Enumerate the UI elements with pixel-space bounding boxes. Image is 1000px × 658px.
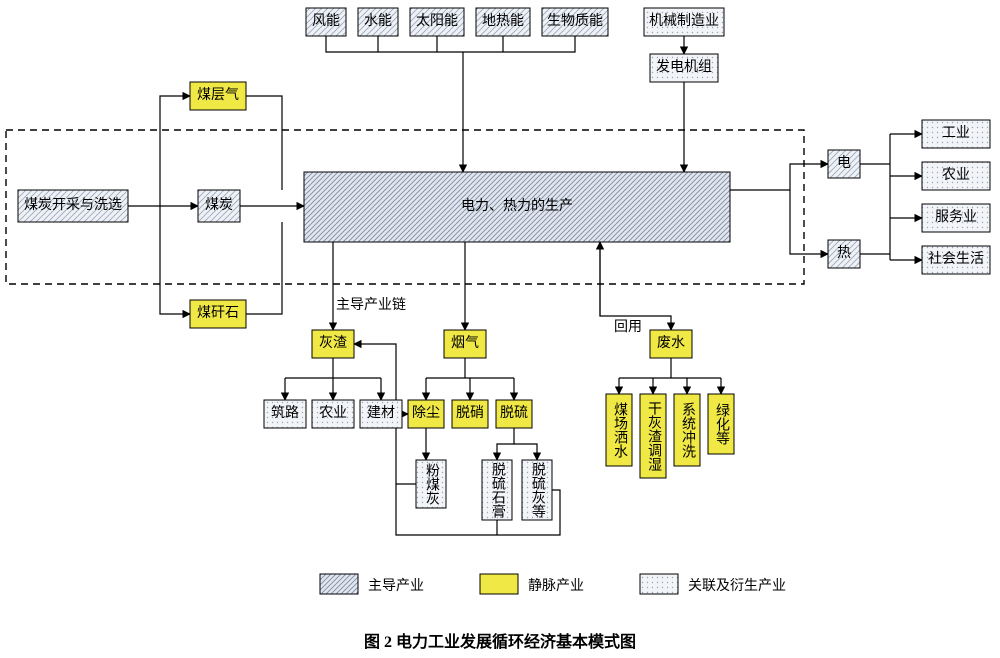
edge-layer (0, 0, 1000, 658)
node-genset-label: 发电机组 (656, 60, 712, 76)
node-elec: 电 (828, 150, 860, 178)
node-flyash: 粉煤灰 (416, 460, 446, 508)
node-mining-label: 煤炭开采与洗选 (24, 198, 122, 214)
node-gypsum: 脱硫石膏 (482, 460, 512, 520)
node-industry-label: 工业 (942, 126, 970, 142)
node-bmat-label: 建材 (367, 406, 395, 422)
node-hydro: 水能 (358, 8, 398, 36)
node-desoxash-label: 脱硫灰等 (529, 462, 545, 518)
node-desoxash: 脱硫灰等 (522, 460, 552, 520)
node-denox: 脱硝 (452, 400, 488, 428)
node-ash: 灰渣 (312, 330, 354, 358)
node-dedust: 除尘 (408, 400, 444, 428)
node-dryashwet: 干灰渣调湿 (640, 394, 666, 478)
node-service-label: 服务业 (935, 210, 977, 226)
node-coal: 煤炭 (198, 190, 240, 222)
legend-vein: 静脉产业 (528, 575, 584, 595)
node-bio: 生物质能 (542, 8, 608, 36)
node-sysflush: 系统冲洗 (674, 394, 700, 466)
node-denox-label: 脱硝 (456, 406, 484, 422)
node-heat: 热 (828, 240, 860, 268)
node-wind: 风能 (306, 8, 346, 36)
node-dedust-label: 除尘 (412, 406, 440, 422)
node-coalyard: 煤场洒水 (606, 394, 632, 466)
node-bmat: 建材 (360, 400, 402, 428)
node-industry: 工业 (922, 120, 990, 148)
node-agr2-label: 农业 (319, 406, 347, 422)
node-service: 服务业 (922, 204, 990, 232)
node-flyash-label: 粉煤灰 (423, 463, 439, 505)
node-geo: 地热能 (476, 8, 530, 36)
node-bio-label: 生物质能 (547, 14, 603, 30)
node-mining: 煤炭开采与洗选 (18, 190, 128, 222)
node-elec-label: 电 (837, 156, 851, 172)
node-genset: 发电机组 (650, 54, 718, 82)
node-fluegas-label: 烟气 (451, 336, 479, 352)
node-gangue: 煤矸石 (190, 300, 246, 328)
label-reuse: 回用 (614, 316, 642, 336)
node-power: 电力、热力的生产 (304, 172, 730, 242)
node-dryashwet-label: 干灰渣调湿 (645, 401, 661, 471)
node-desox: 脱硫 (496, 400, 532, 428)
node-road-label: 筑路 (271, 406, 299, 422)
node-agric: 农业 (922, 162, 990, 190)
node-solar-label: 太阳能 (416, 14, 458, 30)
node-mach-label: 机械制造业 (649, 14, 719, 30)
node-mach: 机械制造业 (644, 8, 724, 36)
node-gypsum-label: 脱硫石膏 (489, 462, 505, 518)
node-wastewater-label: 废水 (657, 336, 685, 352)
node-wind-label: 风能 (312, 14, 340, 30)
node-wastewater: 废水 (650, 330, 692, 358)
node-fluegas: 烟气 (444, 330, 486, 358)
node-cbm-label: 煤层气 (197, 88, 239, 104)
node-cbm: 煤层气 (190, 82, 246, 110)
node-hydro-label: 水能 (364, 14, 392, 30)
node-solar: 太阳能 (410, 8, 464, 36)
node-greening: 绿化等 (708, 394, 734, 454)
node-social: 社会生活 (922, 246, 990, 274)
node-heat-label: 热 (837, 246, 851, 262)
node-coal-label: 煤炭 (205, 198, 233, 214)
node-desox-label: 脱硫 (500, 406, 528, 422)
node-agric-label: 农业 (942, 168, 970, 184)
legend-leading-dark: 主导产业 (368, 575, 424, 595)
node-power-label: 电力、热力的生产 (461, 199, 573, 215)
node-coalyard-label: 煤场洒水 (611, 402, 627, 458)
label-lead-chain: 主导产业链 (336, 294, 406, 314)
node-gangue-label: 煤矸石 (197, 306, 239, 322)
node-greening-label: 绿化等 (713, 403, 729, 445)
node-road: 筑路 (264, 400, 306, 428)
diagram-canvas: { "caption": "图 2 电力工业发展循环经济基本模式图", "cap… (0, 0, 1000, 658)
node-social-label: 社会生活 (928, 252, 984, 268)
node-agr2: 农业 (312, 400, 354, 428)
node-sysflush-label: 系统冲洗 (679, 402, 695, 458)
node-ash-label: 灰渣 (319, 336, 347, 352)
node-geo-label: 地热能 (482, 14, 524, 30)
figure-caption: 图 2 电力工业发展循环经济基本模式图 (0, 628, 1000, 652)
legend-related: 关联及衍生产业 (688, 575, 786, 595)
